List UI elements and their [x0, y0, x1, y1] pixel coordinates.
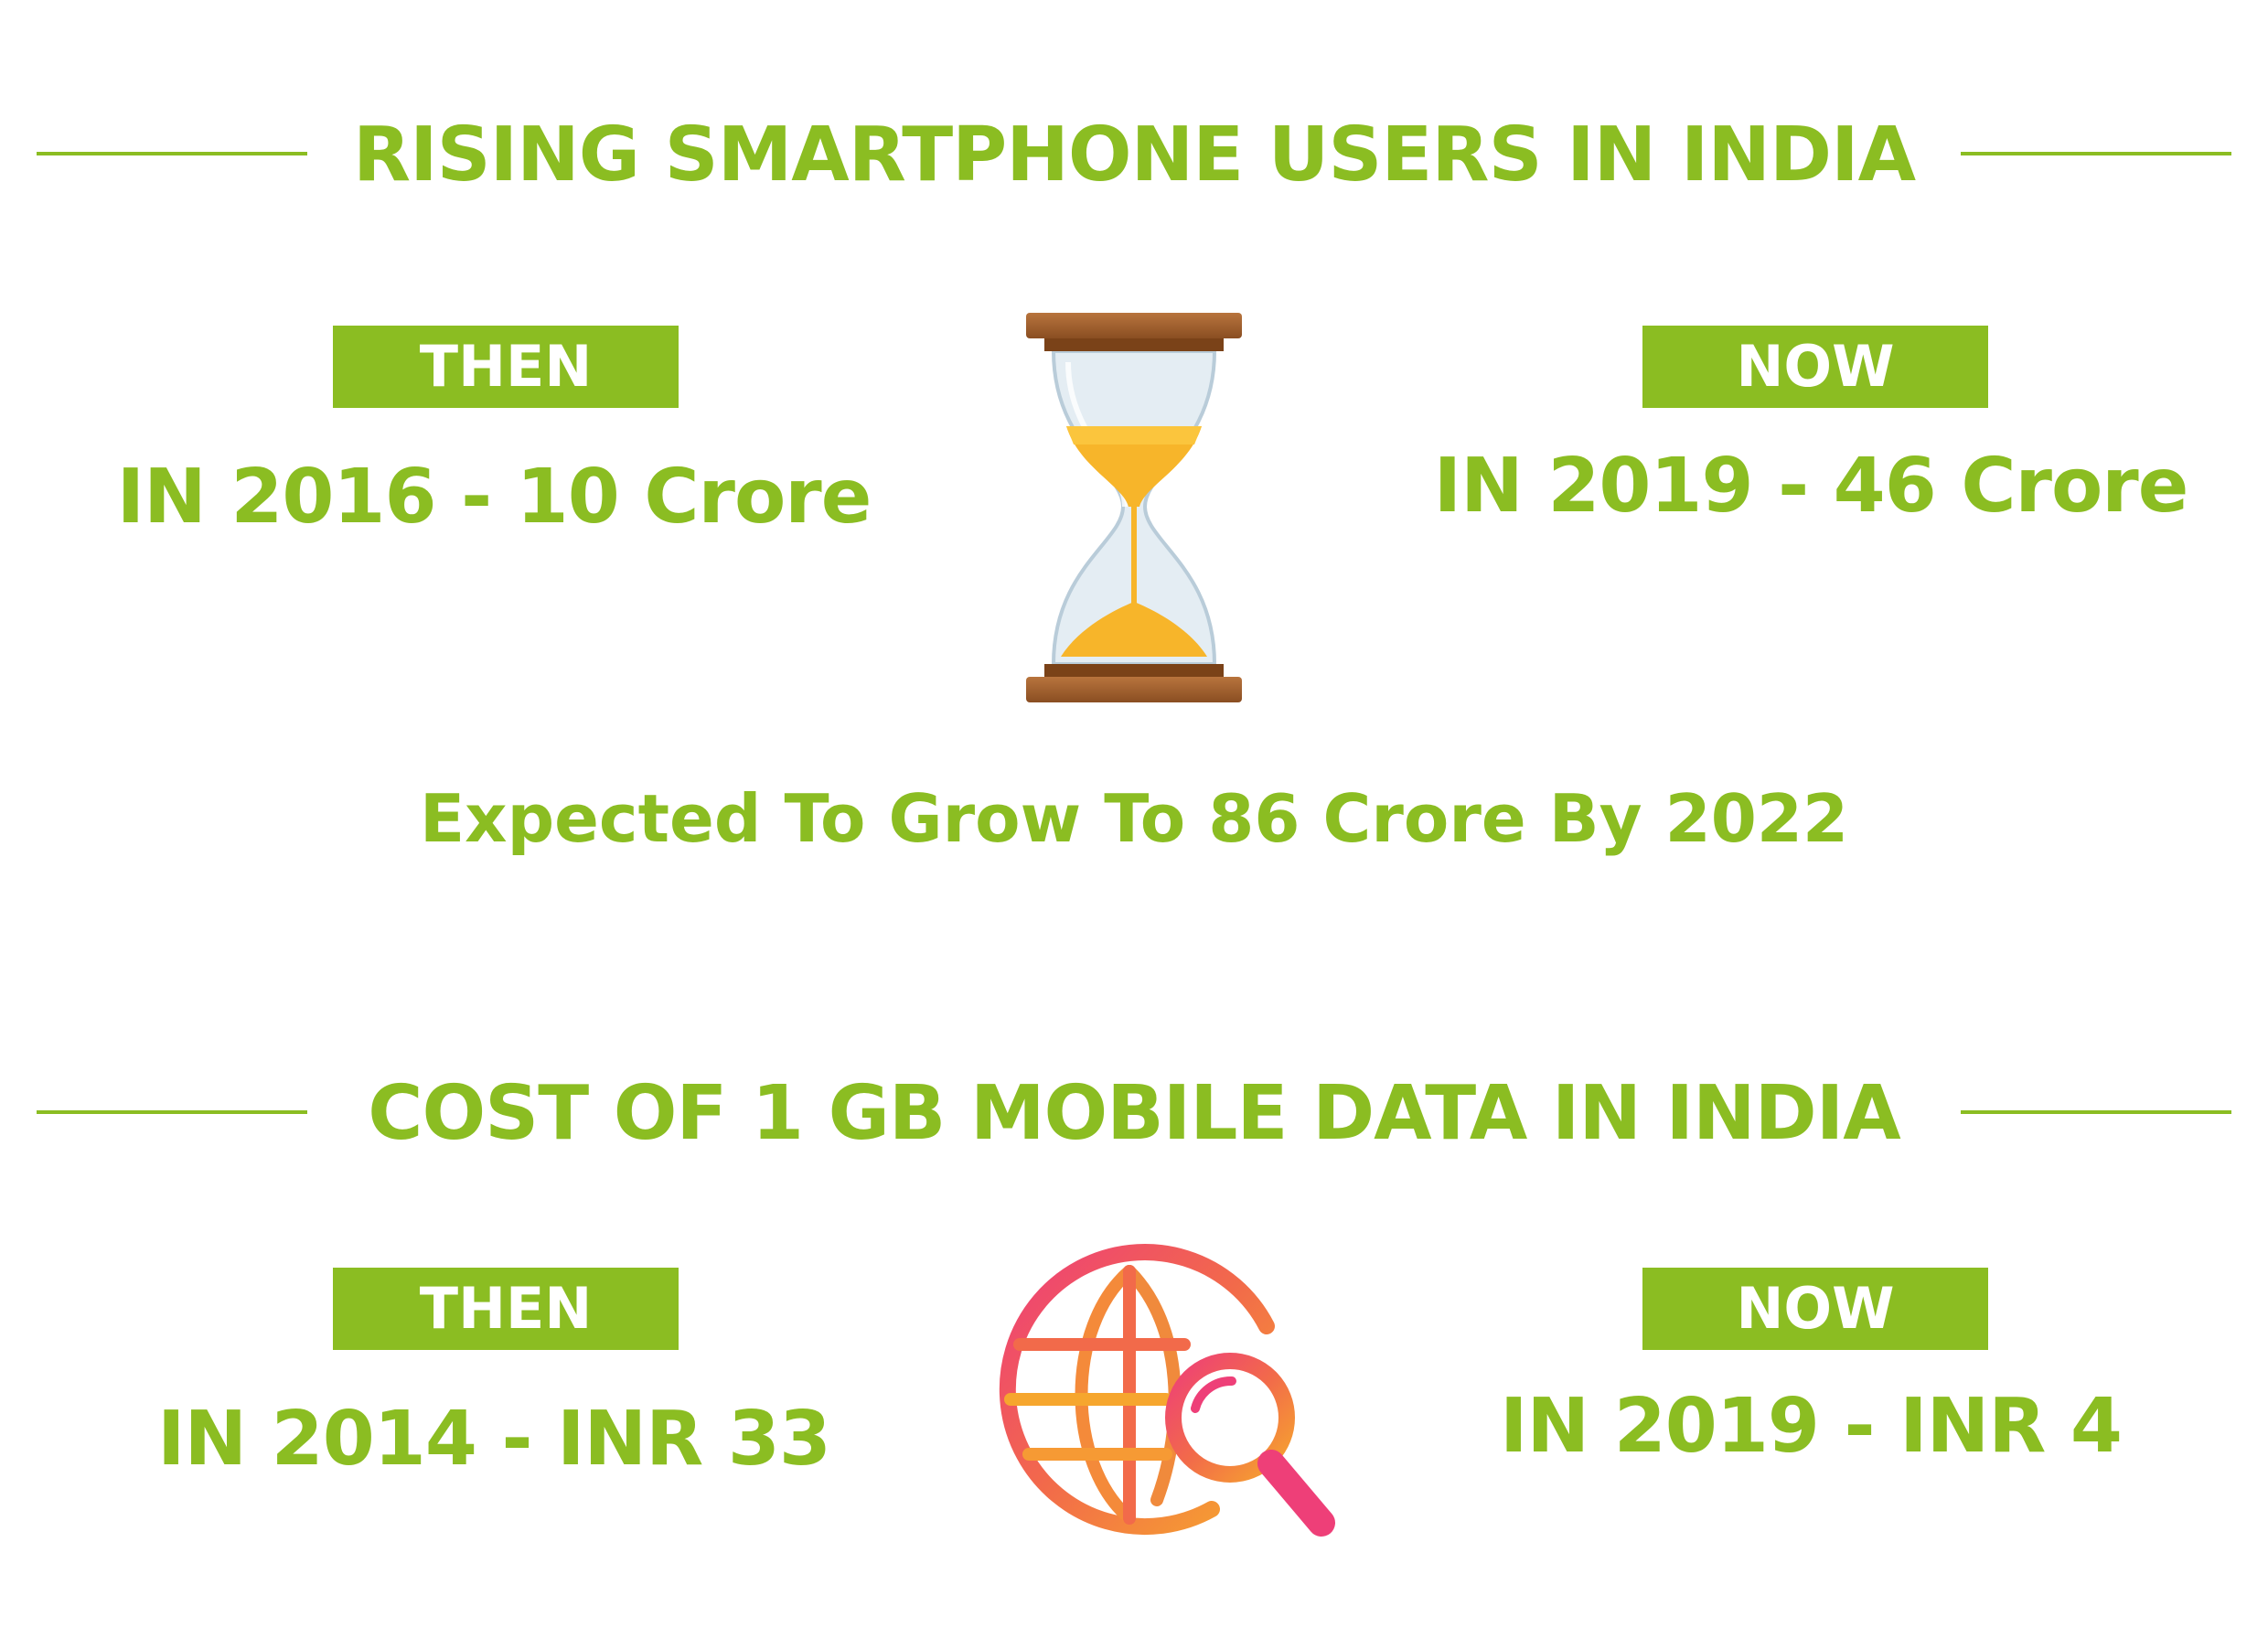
section2-then-badge: THEN	[333, 1268, 679, 1350]
section1-then-badge: THEN	[333, 326, 679, 408]
section1-rule-right	[1961, 152, 2231, 155]
section1-rule-left	[37, 152, 307, 155]
section2-now-value: IN 2019 - INR 4	[1500, 1383, 2123, 1470]
section2-title: COST OF 1 GB MOBILE DATA IN INDIA	[368, 1070, 1900, 1157]
section1-note: Expected To Grow To 86 Crore By 2022	[419, 780, 1849, 857]
section2-rule-left	[37, 1110, 307, 1114]
section2-rule-right	[1961, 1110, 2231, 1114]
globe-search-icon	[992, 1244, 1358, 1555]
section1-title: RISING SMARTPHONE USERS IN INDIA	[352, 112, 1916, 198]
section1-now-badge: NOW	[1642, 326, 1988, 408]
section2-now-badge: NOW	[1642, 1268, 1988, 1350]
section1-then-value: IN 2016 - 10 Crore	[116, 454, 872, 541]
hourglass-icon	[1024, 307, 1244, 710]
section1-now-value: IN 2019 - 46 Crore	[1433, 443, 2189, 530]
section2-then-value: IN 2014 - INR 33	[157, 1396, 831, 1483]
